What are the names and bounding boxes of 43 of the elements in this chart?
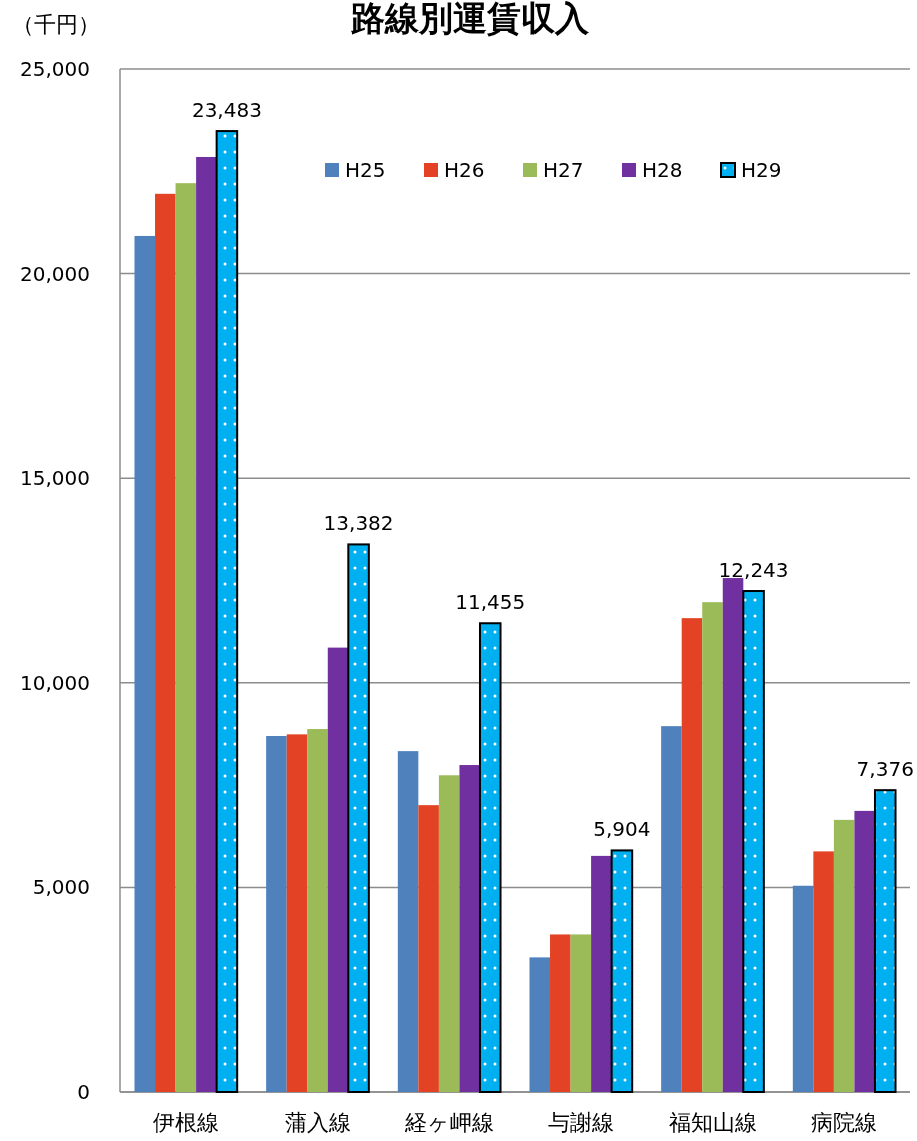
x-tick-label: 経ヶ岬線 <box>403 1110 494 1135</box>
bar <box>438 775 460 1092</box>
bar <box>307 729 328 1092</box>
x-tick-label: 福知山線 <box>668 1110 757 1135</box>
x-tick-label: 蒲入線 <box>284 1110 351 1135</box>
bar <box>681 618 703 1092</box>
bar <box>134 235 156 1092</box>
bar <box>266 736 287 1092</box>
y-tick-label: 15,000 <box>20 466 90 491</box>
legend-label: H28 <box>642 158 683 182</box>
data-label: 5,904 <box>593 817 651 842</box>
legend-label: H27 <box>543 158 584 182</box>
chart-title: 路線別運賃収入 <box>350 0 590 38</box>
bar <box>813 851 834 1092</box>
bar <box>702 602 723 1092</box>
bar <box>833 819 855 1092</box>
data-label: 11,455 <box>455 590 526 615</box>
bar <box>792 885 814 1092</box>
data-label: 7,376 <box>856 757 914 782</box>
legend-label: H29 <box>741 158 782 182</box>
y-tick-label: 0 <box>77 1080 90 1104</box>
bar <box>529 957 551 1092</box>
bar <box>286 734 308 1092</box>
bar <box>570 934 592 1092</box>
x-tick-label: 与謝線 <box>547 1110 614 1135</box>
bar <box>175 183 197 1092</box>
bar <box>397 751 419 1092</box>
bar <box>155 193 176 1092</box>
y-tick-label: 10,000 <box>20 670 90 695</box>
y-axis-title: （千円） <box>12 12 100 37</box>
data-label: 13,382 <box>323 511 394 536</box>
data-label: 12,243 <box>718 558 789 583</box>
x-tick-label: 伊根線 <box>152 1110 219 1135</box>
y-tick-label: 25,000 <box>20 57 90 81</box>
bar <box>418 805 439 1092</box>
data-label: 23,483 <box>191 98 262 123</box>
bar <box>661 726 682 1092</box>
legend-label: H25 <box>345 158 386 182</box>
y-tick-label: 20,000 <box>20 261 90 286</box>
bar <box>550 934 571 1092</box>
legend-label: H26 <box>444 158 485 182</box>
x-tick-label: 病院線 <box>811 1110 878 1135</box>
y-tick-label: 5,000 <box>32 875 90 900</box>
